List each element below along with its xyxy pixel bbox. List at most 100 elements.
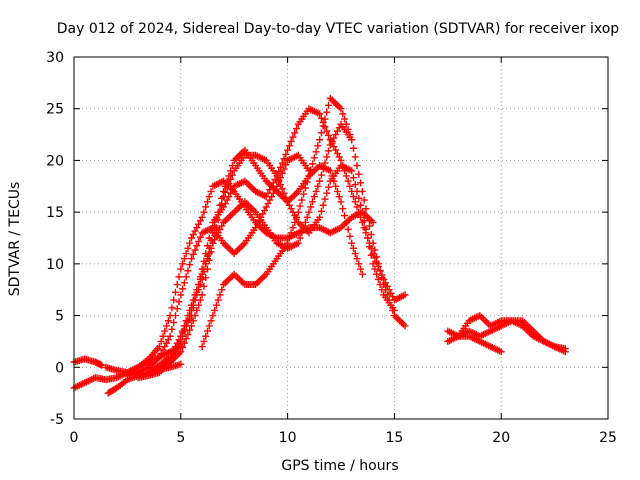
x-axis-label: GPS time / hours [281, 458, 398, 474]
data-point [179, 285, 187, 293]
series-track-2 [70, 355, 106, 369]
data-point [166, 332, 174, 340]
data-point [170, 318, 178, 326]
data-point [175, 273, 183, 281]
data-point [317, 114, 325, 122]
data-point [314, 142, 322, 150]
data-point [351, 181, 359, 189]
data-point [401, 291, 409, 299]
data-point [205, 256, 213, 264]
data-point [293, 125, 300, 133]
data-point [401, 322, 409, 330]
data-point [275, 176, 283, 184]
data-point [282, 150, 290, 158]
data-point [357, 201, 365, 209]
data-point [367, 231, 375, 239]
data-point [170, 296, 178, 304]
data-point [300, 190, 308, 198]
data-point [355, 194, 363, 202]
data-point [355, 260, 363, 268]
data-point [193, 288, 201, 296]
data-point [186, 261, 194, 269]
data-point [364, 213, 372, 221]
data-point [360, 224, 368, 232]
data-point [307, 203, 315, 211]
y-tick-label: 25 [46, 102, 64, 118]
data-point [349, 144, 357, 152]
data-point [191, 296, 199, 304]
data-point [305, 172, 313, 180]
data-point [314, 182, 322, 190]
data-point [287, 137, 295, 145]
data-point [380, 281, 388, 289]
data-point [218, 286, 226, 294]
y-tick-label: 10 [46, 257, 64, 273]
data-point [344, 177, 352, 185]
data-point [319, 122, 327, 130]
x-tick-label: 20 [492, 430, 510, 446]
data-point [280, 189, 288, 197]
data-point [180, 339, 188, 347]
data-point [177, 291, 185, 299]
data-point [321, 195, 329, 203]
data-point [339, 205, 347, 213]
data-point [349, 193, 357, 201]
data-point [382, 286, 389, 294]
x-tick-label: 5 [176, 430, 185, 446]
data-point [319, 201, 327, 209]
data-point [171, 288, 179, 296]
data-point [209, 312, 217, 320]
data-point [184, 267, 192, 275]
data-point [317, 171, 325, 179]
data-point [346, 232, 354, 240]
data-point [204, 242, 211, 250]
series-track-10 [198, 94, 409, 351]
data-point [348, 187, 356, 195]
data-point [195, 237, 203, 245]
data-point [282, 161, 290, 169]
data-point [186, 326, 194, 334]
data-point [276, 181, 284, 189]
data-point [342, 120, 350, 128]
data-markers [70, 94, 569, 397]
data-point [357, 179, 365, 187]
data-point [221, 188, 229, 196]
series-track-9 [177, 105, 409, 340]
data-point [389, 306, 397, 314]
data-point [344, 125, 352, 133]
data-point [316, 110, 324, 118]
y-tick-label: 30 [46, 50, 64, 66]
data-point [193, 242, 201, 250]
data-point [325, 147, 333, 155]
data-point [337, 198, 345, 206]
data-point [365, 222, 373, 230]
data-point [198, 265, 206, 273]
data-point [383, 291, 391, 299]
x-tick-label: 0 [70, 430, 79, 446]
data-point [202, 203, 210, 211]
plot-frame [73, 56, 609, 420]
y-tick-label: 15 [46, 205, 64, 221]
data-point [195, 301, 203, 309]
data-point [373, 253, 381, 261]
data-point [187, 312, 195, 320]
data-point [323, 153, 331, 161]
data-point [374, 260, 382, 268]
data-point [280, 165, 288, 173]
data-point [175, 298, 183, 306]
data-point [211, 231, 219, 239]
data-point [369, 239, 377, 247]
data-point [204, 198, 211, 206]
data-point [159, 332, 167, 340]
data-point [177, 348, 185, 356]
data-point [184, 244, 192, 252]
data-point [163, 322, 171, 330]
data-point [200, 257, 208, 265]
data-point [168, 325, 176, 333]
data-point [186, 306, 194, 314]
data-point [182, 335, 190, 343]
y-tick-label: 20 [46, 153, 64, 169]
data-point [332, 182, 340, 190]
data-point [355, 208, 363, 216]
